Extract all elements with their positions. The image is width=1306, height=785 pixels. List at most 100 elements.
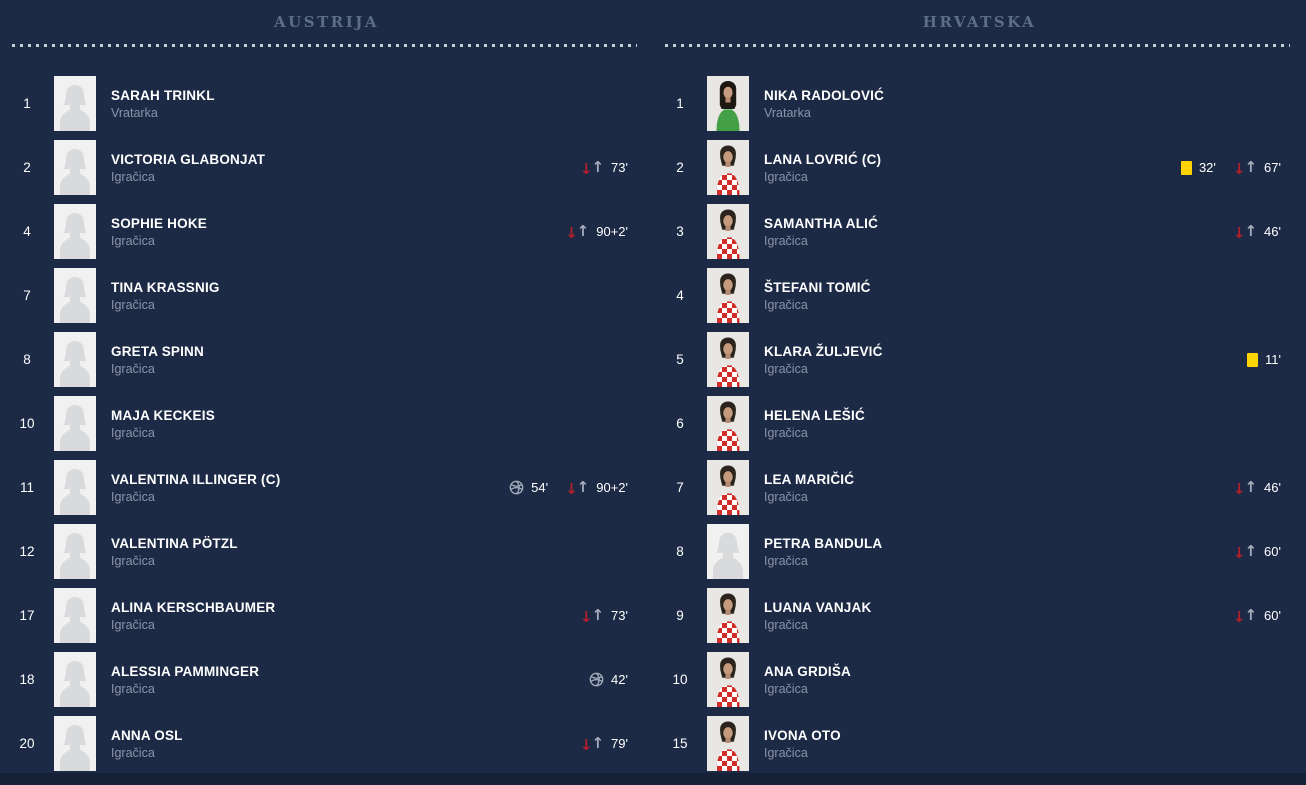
player-info: LANA LOVRIĆ (C) Igračica [764, 152, 881, 184]
player-row[interactable]: 15 IVONA OTO Igračica [653, 716, 1306, 771]
player-photo-placeholder-icon [54, 332, 96, 387]
event-time: 46' [1264, 224, 1281, 239]
player-row[interactable]: 6 HELENA LEŠIĆ Igračica [653, 396, 1306, 451]
player-name: TINA KRASSNIG [111, 279, 220, 295]
player-row[interactable]: 9 LUANA VANJAK Igračica ↓ ↑ 60' [653, 588, 1306, 643]
substitution-icon: ↓ ↑ [580, 606, 605, 625]
player-row[interactable]: 10 ANA GRDIŠA Igračica [653, 652, 1306, 707]
player-info: ANA GRDIŠA Igračica [764, 664, 851, 696]
event-goal: 54' [509, 480, 548, 495]
player-role: Igračica [764, 297, 808, 312]
player-row[interactable]: 7 TINA KRASSNIG Igračica [0, 268, 653, 323]
dotted-divider-away [665, 44, 1290, 47]
player-row[interactable]: 20 ANNA OSL Igračica ↓ ↑ 79' [0, 716, 653, 771]
player-name: ALINA KERSCHBAUMER [111, 599, 276, 615]
player-role: Igračica [764, 233, 808, 248]
sub-off-arrow-icon: ↓ [579, 160, 593, 178]
sub-on-arrow-icon: ↑ [576, 478, 590, 496]
player-info: ŠTEFANI TOMIĆ Igračica [764, 280, 871, 312]
event-sub: ↓ ↑ 60' [1233, 544, 1281, 561]
player-photo [707, 268, 749, 323]
player-info: SAMANTHA ALIĆ Igračica [764, 216, 878, 248]
player-photo-placeholder-icon [54, 588, 96, 643]
player-role: Igračica [111, 553, 155, 568]
player-name: VALENTINA PÖTZL [111, 535, 238, 551]
player-row[interactable]: 1 SARAH TRINKL Vratarka [0, 76, 653, 131]
player-role: Igračica [764, 745, 808, 760]
player-role: Igračica [111, 745, 155, 760]
player-number: 17 [19, 608, 35, 623]
sub-on-arrow-icon: ↑ [1244, 478, 1258, 496]
substitution-icon: ↓ ↑ [1233, 478, 1258, 497]
player-role: Igračica [764, 489, 808, 504]
player-row[interactable]: 2 LANA LOVRIĆ (C) Igračica 32' ↓ ↑ 67' [653, 140, 1306, 195]
player-row[interactable]: 3 SAMANTHA ALIĆ Igračica ↓ ↑ 46' [653, 204, 1306, 259]
sub-off-arrow-icon: ↓ [1232, 608, 1246, 626]
player-row[interactable]: 8 GRETA SPINN Igračica [0, 332, 653, 387]
event-sub: ↓ ↑ 90+2' [565, 478, 628, 497]
player-name: IVONA OTO [764, 727, 841, 743]
sub-on-arrow-icon: ↑ [591, 734, 605, 752]
sub-on-arrow-icon: ↑ [591, 606, 605, 624]
player-row[interactable]: 11 VALENTINA ILLINGER (C) Igračica 54' ↓ ↑… [0, 460, 653, 515]
team-header-away: HRVATSKA [653, 0, 1306, 44]
player-row[interactable]: 2 VICTORIA GLABONJAT Igračica ↓ ↑ 73' [0, 140, 653, 195]
player-number: 20 [19, 736, 35, 751]
event-time: 11' [1265, 352, 1281, 367]
player-number: 12 [19, 544, 35, 559]
player-info: VALENTINA PÖTZL Igračica [111, 536, 238, 568]
player-photo [707, 396, 749, 451]
player-info: IVONA OTO Igračica [764, 728, 841, 760]
player-number: 1 [676, 96, 684, 111]
player-number: 10 [672, 672, 688, 687]
player-role: Igračica [764, 425, 808, 440]
player-role: Igračica [764, 553, 808, 568]
player-name: LUANA VANJAK [764, 599, 872, 615]
event-goal: 42' [589, 672, 628, 687]
sub-on-arrow-icon: ↑ [591, 158, 605, 176]
player-row[interactable]: 4 SOPHIE HOKE Igračica ↓ ↑ 90+2' [0, 204, 653, 259]
player-role: Igračica [111, 233, 155, 248]
player-role: Igračica [111, 681, 155, 696]
event-time: 54' [531, 480, 549, 495]
event-sub: ↓ ↑ 46' [1233, 478, 1281, 497]
player-row[interactable]: 4 ŠTEFANI TOMIĆ Igračica [653, 268, 1306, 323]
event-list: 42' [589, 672, 653, 687]
player-name: LANA LOVRIĆ (C) [764, 151, 882, 167]
goal-football-icon [509, 480, 524, 495]
player-name: MAJA KECKEIS [111, 407, 215, 423]
event-time: 90+2' [596, 224, 628, 239]
event-time: 60' [1264, 544, 1281, 559]
player-name: KLARA ŽULJEVIĆ [764, 343, 883, 359]
player-photo [707, 460, 749, 515]
substitution-icon: ↓ ↑ [580, 734, 605, 753]
event-sub: ↓ ↑ 60' [1232, 608, 1281, 626]
player-name: VALENTINA ILLINGER (C) [111, 471, 281, 487]
player-number: 15 [672, 736, 688, 751]
player-number: 1 [23, 96, 31, 111]
substitution-icon: ↓ ↑ [1232, 608, 1257, 626]
player-name: PETRA BANDULA [764, 535, 883, 551]
yellow-card-icon [1180, 160, 1192, 175]
player-row[interactable]: 8 PETRA BANDULA Igračica ↓ ↑ 60' [653, 524, 1306, 579]
player-photo [707, 76, 749, 131]
sub-on-arrow-icon: ↑ [1244, 158, 1258, 176]
player-row[interactable]: 7 LEA MARIČIĆ Igračica ↓ ↑ 46' [653, 460, 1306, 515]
player-row[interactable]: 18 ALESSIA PAMMINGER Igračica 42' [0, 652, 653, 707]
player-role: Igračica [111, 617, 155, 632]
player-role: Igračica [111, 297, 155, 312]
player-row[interactable]: 12 VALENTINA PÖTZL Igračica [0, 524, 653, 579]
player-photo-placeholder-icon [54, 460, 96, 515]
player-row[interactable]: 17 ALINA KERSCHBAUMER Igračica ↓ ↑ 73' [0, 588, 653, 643]
player-list-away: 1 NIKA RADOLOVIĆ Vratarka 2 LANA LOVRIĆ … [653, 47, 1306, 771]
bottom-strip [0, 773, 1306, 785]
event-list: ↓ ↑ 60' [1232, 608, 1306, 626]
player-row[interactable]: 1 NIKA RADOLOVIĆ Vratarka [653, 76, 1306, 131]
player-row[interactable]: 5 KLARA ŽULJEVIĆ Igračica 11' [653, 332, 1306, 387]
player-photo-placeholder-icon [54, 140, 96, 195]
substitution-icon: ↓ ↑ [579, 158, 605, 178]
player-role: Vratarka [111, 105, 158, 120]
player-row[interactable]: 10 MAJA KECKEIS Igračica [0, 396, 653, 451]
event-sub: ↓ ↑ 79' [580, 734, 628, 753]
player-role: Igračica [111, 425, 155, 440]
